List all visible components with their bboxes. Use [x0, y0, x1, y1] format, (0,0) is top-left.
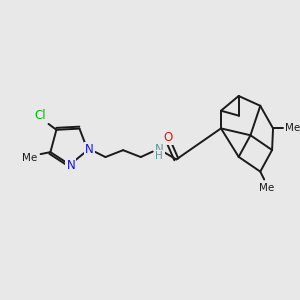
Text: N: N	[85, 143, 94, 156]
Text: Me: Me	[259, 183, 274, 193]
Text: Cl: Cl	[34, 109, 46, 122]
Text: H: H	[155, 152, 163, 161]
Text: N: N	[66, 159, 75, 172]
Text: Me: Me	[285, 123, 300, 134]
Text: N: N	[155, 143, 164, 156]
Text: O: O	[164, 131, 173, 144]
Text: Me: Me	[22, 153, 38, 163]
